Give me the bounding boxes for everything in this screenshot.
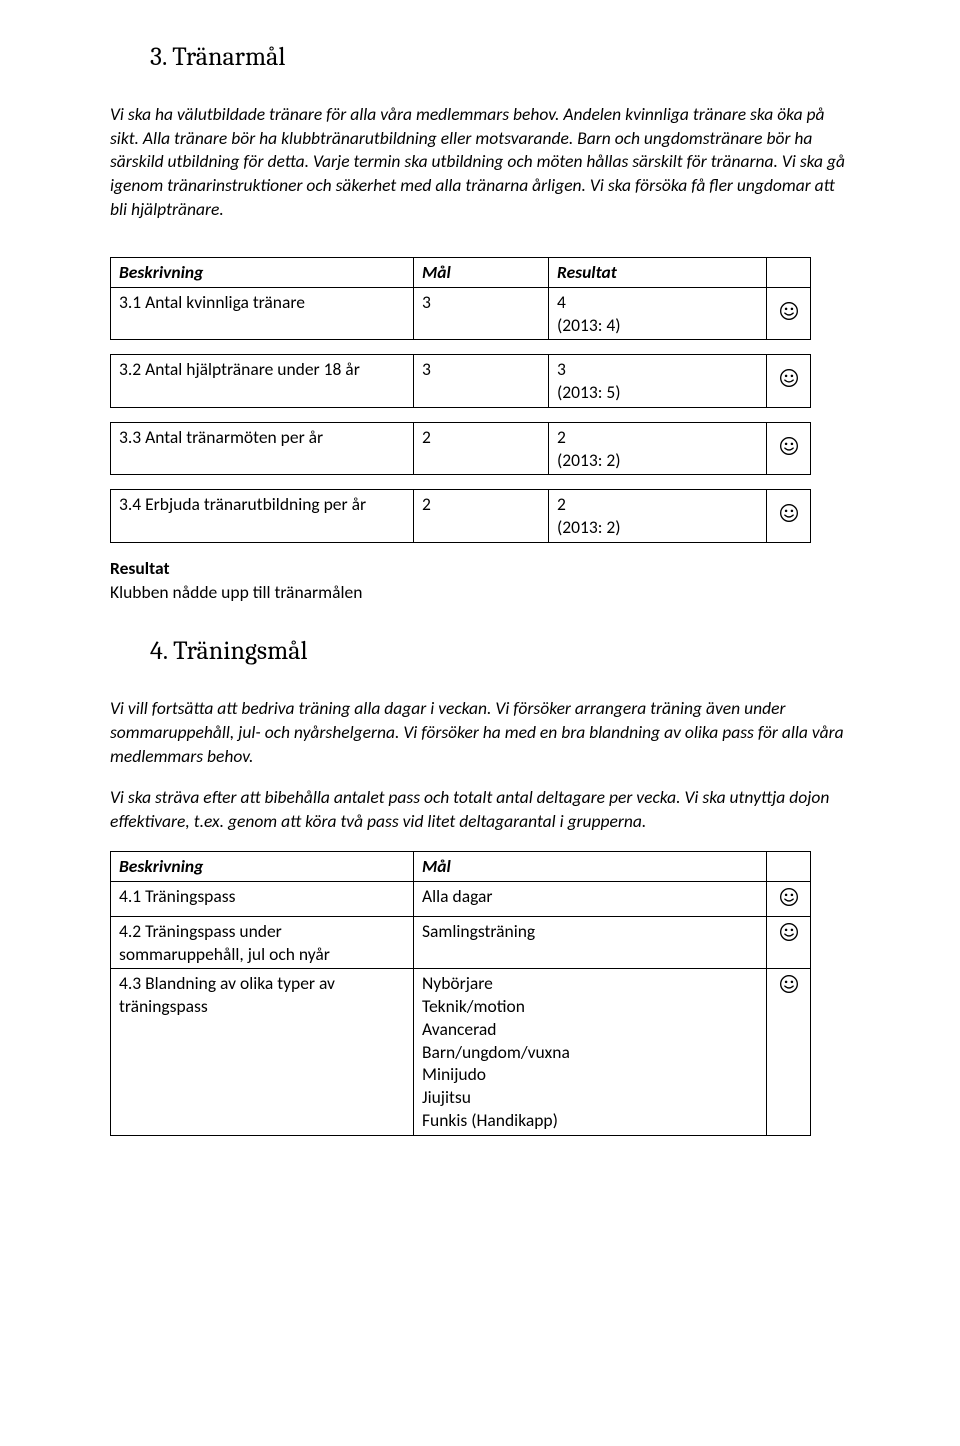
cell-result: 2(2013: 2) bbox=[549, 490, 767, 543]
cell-desc: 4.2 Träningspass under sommaruppehåll, j… bbox=[111, 916, 414, 969]
col-smile bbox=[767, 852, 811, 882]
section-3-intro: Vi ska ha välutbildade tränare för alla … bbox=[110, 103, 850, 221]
smile-icon bbox=[767, 916, 811, 969]
cell-desc: 3.2 Antal hjälptränare under 18 år bbox=[111, 355, 414, 408]
smile-icon bbox=[767, 287, 811, 340]
col-goal: Mål bbox=[414, 852, 767, 882]
table-3-row-4: 3.4 Erbjuda tränarutbildning per år 2 2(… bbox=[110, 489, 811, 543]
cell-desc: 3.1 Antal kvinnliga tränare bbox=[111, 287, 414, 340]
table-row: Beskrivning Mål Resultat bbox=[111, 258, 811, 288]
col-goal: Mål bbox=[414, 258, 549, 288]
section-3-title: 3. Tränarmål bbox=[110, 40, 850, 75]
cell-goal: 2 bbox=[414, 490, 549, 543]
section-4-intro-2: Vi ska sträva efter att bibehålla antale… bbox=[110, 786, 850, 833]
col-desc: Beskrivning bbox=[111, 258, 414, 288]
table-3-header: Beskrivning Mål Resultat 3.1 Antal kvinn… bbox=[110, 257, 811, 340]
cell-result: 3(2013: 5) bbox=[549, 355, 767, 408]
cell-desc: 3.3 Antal tränarmöten per år bbox=[111, 422, 414, 475]
col-result: Resultat bbox=[549, 258, 767, 288]
cell-goal: 3 bbox=[414, 355, 549, 408]
smile-icon bbox=[767, 969, 811, 1135]
table-3-row-2: 3.2 Antal hjälptränare under 18 år 3 3(2… bbox=[110, 354, 811, 408]
table-4: Beskrivning Mål 4.1 Träningspass Alla da… bbox=[110, 851, 811, 1135]
section-3-result: Resultat Klubben nådde upp till tränarmå… bbox=[110, 557, 850, 604]
cell-result: 2(2013: 2) bbox=[549, 422, 767, 475]
table-row: 3.2 Antal hjälptränare under 18 år 3 3(2… bbox=[111, 355, 811, 408]
col-desc: Beskrivning bbox=[111, 852, 414, 882]
cell-desc: 3.4 Erbjuda tränarutbildning per år bbox=[111, 490, 414, 543]
cell-goal: 2 bbox=[414, 422, 549, 475]
cell-goal: 3 bbox=[414, 287, 549, 340]
smile-icon bbox=[767, 355, 811, 408]
result-text: Klubben nådde upp till tränarmålen bbox=[110, 581, 850, 605]
table-row: 4.1 Träningspass Alla dagar bbox=[111, 882, 811, 917]
cell-goal: Samlingsträning bbox=[414, 916, 767, 969]
cell-goal: NybörjareTeknik/motionAvanceradBarn/ungd… bbox=[414, 969, 767, 1135]
col-smile bbox=[767, 258, 811, 288]
table-row: 3.1 Antal kvinnliga tränare 3 4(2013: 4) bbox=[111, 287, 811, 340]
section-4-intro-1: Vi vill fortsätta att bedriva träning al… bbox=[110, 697, 850, 768]
table-row: 4.3 Blandning av olika typer av tränings… bbox=[111, 969, 811, 1135]
cell-goal: Alla dagar bbox=[414, 882, 767, 917]
smile-icon bbox=[767, 882, 811, 917]
table-row: 3.4 Erbjuda tränarutbildning per år 2 2(… bbox=[111, 490, 811, 543]
section-4-title: 4. Träningsmål bbox=[110, 634, 850, 669]
smile-icon bbox=[767, 422, 811, 475]
table-row: 3.3 Antal tränarmöten per år 2 2(2013: 2… bbox=[111, 422, 811, 475]
table-row: Beskrivning Mål bbox=[111, 852, 811, 882]
result-label: Resultat bbox=[110, 557, 850, 581]
table-row: 4.2 Träningspass under sommaruppehåll, j… bbox=[111, 916, 811, 969]
cell-desc: 4.3 Blandning av olika typer av tränings… bbox=[111, 969, 414, 1135]
cell-desc: 4.1 Träningspass bbox=[111, 882, 414, 917]
cell-result: 4(2013: 4) bbox=[549, 287, 767, 340]
table-3-row-3: 3.3 Antal tränarmöten per år 2 2(2013: 2… bbox=[110, 422, 811, 476]
smile-icon bbox=[767, 490, 811, 543]
